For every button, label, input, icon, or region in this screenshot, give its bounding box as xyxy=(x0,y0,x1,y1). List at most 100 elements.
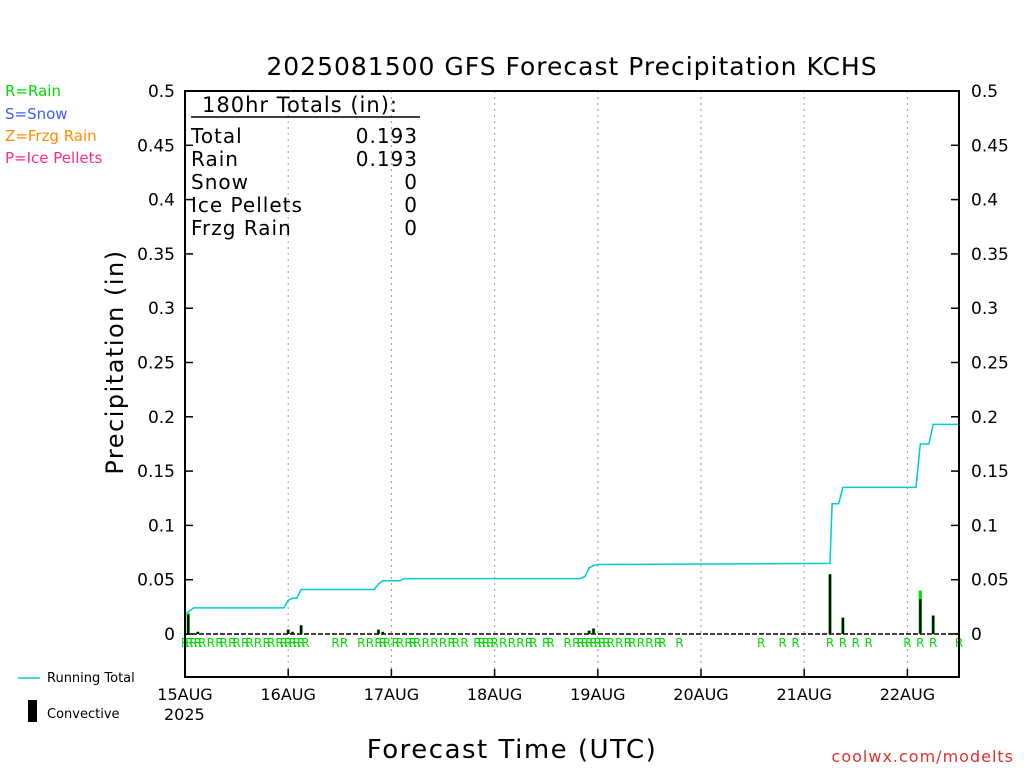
y-tick-label-right: 0 xyxy=(971,625,982,645)
y-tick-label-right: 0.25 xyxy=(971,354,1009,374)
convective-bars xyxy=(187,574,935,634)
precip-type-marker: R xyxy=(473,636,481,650)
convective-bar xyxy=(377,629,380,634)
x-axis-label: Forecast Time (UTC) xyxy=(367,735,658,765)
precip-type-marker: R xyxy=(478,636,486,650)
precip-type-marker: R xyxy=(413,636,421,650)
x-tick-label-19aug: 19AUG xyxy=(570,685,625,704)
totals-label: Total xyxy=(190,124,243,148)
precip-type-marker: R xyxy=(916,636,924,650)
x-axis-ticks: 15AUG 16AUG 17AUG 18AUG 19AUG 20AUG 21AUG 22AUG xyxy=(157,669,935,704)
precip-type-marker: R xyxy=(779,636,787,650)
convective-bar xyxy=(287,629,290,634)
convective-bar xyxy=(588,630,591,634)
precip-bars xyxy=(186,574,935,634)
precip-type-marker: R xyxy=(379,636,387,650)
precip-type-marker: R xyxy=(615,636,623,650)
precip-type-marker: R xyxy=(280,636,288,650)
totals-value: 0 xyxy=(404,170,418,194)
y-axis-label: Precipitation (in) xyxy=(101,249,129,474)
convective-bar xyxy=(291,631,294,634)
precip-type-marker: R xyxy=(301,636,309,650)
totals-label: Frzg Rain xyxy=(191,216,292,240)
precip-type-marker: R xyxy=(185,636,193,650)
x-tick-label-21aug: 21AUG xyxy=(776,685,831,704)
precip-type-marker: R xyxy=(439,636,447,650)
precip-type-marker: R xyxy=(392,636,400,650)
convective-bar xyxy=(196,631,199,634)
precip-type-marker: R xyxy=(675,636,683,650)
legend-ice-pellets: P=Ice Pellets xyxy=(5,149,102,167)
precip-type-marker: R xyxy=(826,636,834,650)
legend-running-total-label: Running Total xyxy=(47,671,135,686)
y-tick-label-left: 0.05 xyxy=(137,571,175,591)
precip-type-marker: R xyxy=(658,636,666,650)
precip-type-marker: R xyxy=(564,636,572,650)
precip-type-marker: R xyxy=(585,636,593,650)
y-tick-label-right: 0.1 xyxy=(971,516,998,536)
precip-type-marker: R xyxy=(637,636,645,650)
precip-type-marker: R xyxy=(263,636,271,650)
precip-type-marker: R xyxy=(516,636,524,650)
precip-type-marker: R xyxy=(267,636,275,650)
precip-type-marker: R xyxy=(241,636,249,650)
y-tick-label-right: 0.15 xyxy=(971,462,1009,482)
y-tick-label-right: 0.2 xyxy=(971,408,998,428)
precip-type-marker: R xyxy=(602,636,610,650)
precip-type-marker: R xyxy=(422,636,430,650)
y-tick-label-right: 0.35 xyxy=(971,245,1009,265)
precip-type-marker: R xyxy=(460,636,468,650)
precip-type-marker: R xyxy=(607,636,615,650)
y-tick-label-right: 0.45 xyxy=(971,136,1009,156)
totals-value: 0 xyxy=(404,193,418,217)
precip-type-marker: R xyxy=(297,636,305,650)
precip-type-marker: R xyxy=(374,636,382,650)
y-tick-label-left: 0.5 xyxy=(148,82,175,102)
precip-type-marker: R xyxy=(490,636,498,650)
legend-snow: S=Snow xyxy=(5,105,68,123)
precip-type-marker: R xyxy=(598,636,606,650)
plot-frame xyxy=(184,90,960,678)
legend-frzg-rain: Z=Frzg Rain xyxy=(5,127,97,145)
precip-type-marker: R xyxy=(581,636,589,650)
chart-title: 2025081500 GFS Forecast Precipitation KC… xyxy=(266,52,877,81)
y-tick-label-left: 0.45 xyxy=(137,136,175,156)
precip-type-marker: R xyxy=(482,636,490,650)
precip-type-marker: R xyxy=(189,636,197,650)
y-tick-label-left: 0.2 xyxy=(148,408,175,428)
precip-type-marker: R xyxy=(572,636,580,650)
convective-bar xyxy=(828,574,832,634)
totals-value: 0 xyxy=(404,216,418,240)
precip-type-marker: R xyxy=(293,636,301,650)
precip-type-marker: R xyxy=(215,636,223,650)
totals-value: 0.193 xyxy=(356,147,418,171)
y-tick-label-left: 0 xyxy=(164,625,175,645)
precip-type-marker: R xyxy=(542,636,550,650)
y-tick-label-right: 0.5 xyxy=(971,82,998,102)
precip-type-marker: R xyxy=(645,636,653,650)
x-tick-label-17aug: 17AUG xyxy=(364,685,419,704)
convective-bar xyxy=(919,599,922,634)
precip-type-marker: R xyxy=(430,636,438,650)
totals-label: Rain xyxy=(191,147,239,171)
y-tick-label-left: 0.3 xyxy=(148,299,175,319)
precip-type-marker: R xyxy=(903,636,911,650)
precip-type-marker: R xyxy=(383,636,391,650)
precip-type-marker: R xyxy=(404,636,412,650)
precip-type-marker: R xyxy=(839,636,847,650)
precip-type-marker: R xyxy=(499,636,507,650)
precip-type-marker: R xyxy=(791,636,799,650)
x-tick-label-22aug: 22AUG xyxy=(880,685,935,704)
convective-bar xyxy=(932,615,935,634)
precip-type-marker: R xyxy=(228,636,236,650)
y-axis-ticks: 0 00.05 0.050.1 0.10.15 0.150.2 0.20.25 0.250.… xyxy=(137,82,1009,645)
precip-type-marker: R xyxy=(284,636,292,650)
legend-rain: R=Rain xyxy=(5,82,61,100)
legend-convective-label: Convective xyxy=(47,707,120,722)
precip-type-marker: R xyxy=(447,636,455,650)
precip-type-marker: R xyxy=(340,636,348,650)
precip-type-marker: R xyxy=(452,636,460,650)
precip-type-marker: R xyxy=(852,636,860,650)
running-total-line xyxy=(184,423,959,616)
